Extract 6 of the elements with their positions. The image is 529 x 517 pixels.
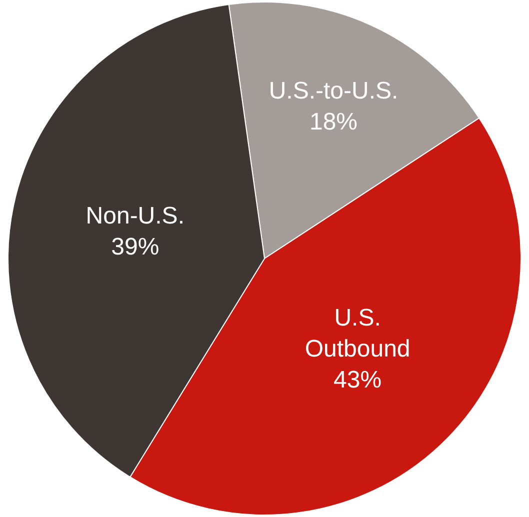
data-label: 39% bbox=[111, 234, 160, 261]
data-label: 43% bbox=[334, 366, 382, 394]
slice-label: Non-U.S. bbox=[86, 202, 184, 230]
slice-label: U.S.-to-U.S. bbox=[268, 77, 398, 104]
data-label: 18% bbox=[309, 108, 358, 136]
slice-label: U.S. Outbound bbox=[304, 304, 410, 362]
